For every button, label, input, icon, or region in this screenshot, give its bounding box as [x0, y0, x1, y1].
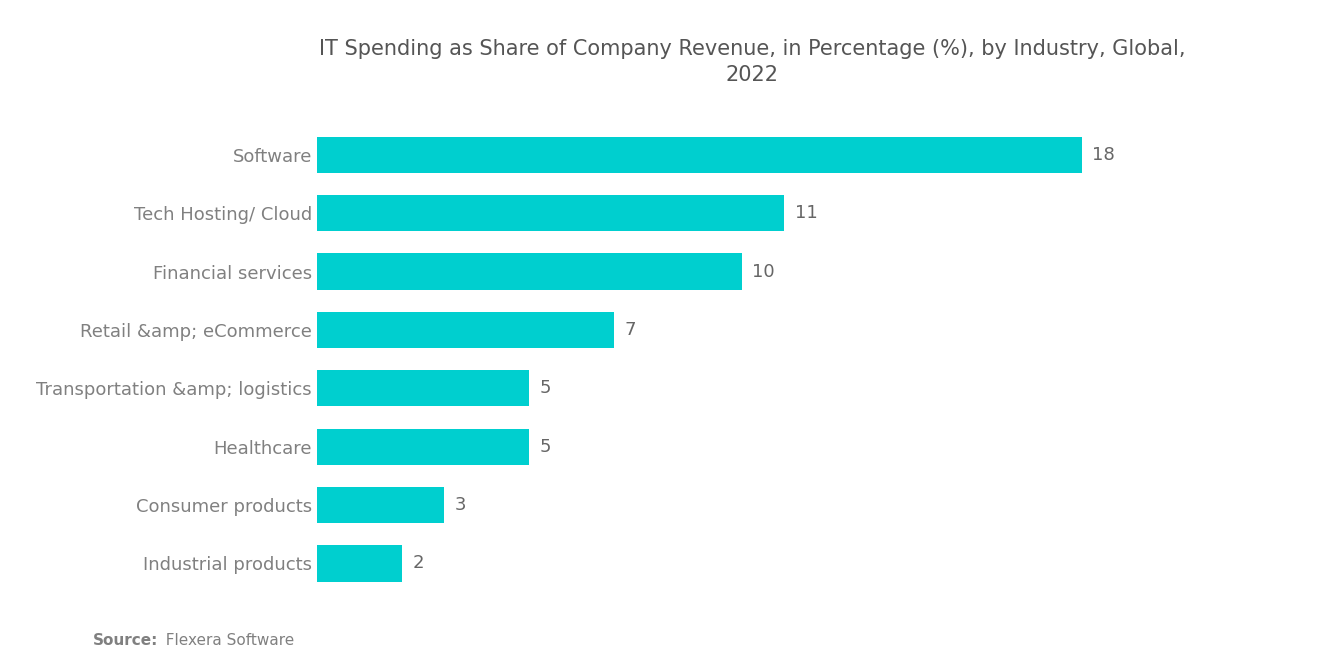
Text: 11: 11	[795, 204, 817, 222]
Title: IT Spending as Share of Company Revenue, in Percentage (%), by Industry, Global,: IT Spending as Share of Company Revenue,…	[319, 39, 1185, 85]
Bar	[317, 545, 401, 582]
Text: 2: 2	[412, 555, 424, 573]
Text: 3: 3	[455, 496, 466, 514]
Text: 5: 5	[540, 438, 552, 456]
Bar	[317, 487, 445, 523]
Text: 18: 18	[1093, 146, 1115, 164]
Text: Flexera Software: Flexera Software	[156, 633, 294, 648]
Bar	[317, 370, 529, 406]
Bar	[317, 428, 529, 465]
Text: 5: 5	[540, 379, 552, 397]
Bar	[317, 136, 1082, 173]
Bar	[317, 312, 614, 348]
Text: Source:: Source:	[92, 633, 158, 648]
Bar	[317, 195, 784, 231]
Bar	[317, 253, 742, 290]
Text: 7: 7	[624, 321, 636, 339]
Text: 10: 10	[752, 263, 775, 281]
